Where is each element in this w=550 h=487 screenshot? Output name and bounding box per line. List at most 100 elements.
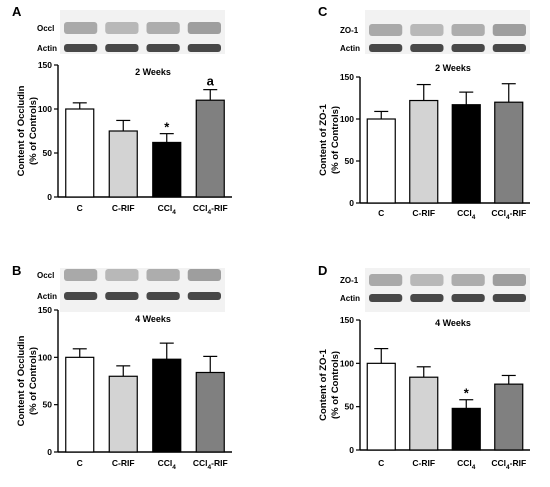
- category-label: C: [378, 208, 384, 218]
- y-tick-label: 0: [349, 198, 354, 208]
- panel-c: C ZO-1 Actin 0 50 100 150 Content of ZO-1(% of …: [318, 4, 530, 221]
- y-tick-label: 150: [38, 60, 52, 70]
- blot-band: [492, 44, 526, 52]
- bar-ccl4: [451, 104, 481, 204]
- category-label: CCl4: [457, 458, 476, 471]
- blot-label: Occl: [37, 271, 54, 280]
- blot-band: [451, 44, 485, 52]
- blot-band: [64, 269, 98, 281]
- panel-letter: C: [318, 4, 328, 19]
- blot-band: [64, 44, 98, 52]
- blot-band: [146, 44, 180, 52]
- blot-band: [410, 274, 444, 286]
- y-axis-label: Content of Occludin(% of Controls): [16, 85, 39, 176]
- bar-c-rif: [108, 130, 138, 198]
- y-tick-label: 0: [47, 192, 52, 202]
- blot-band: [187, 292, 221, 300]
- category-label: CCl4-RIF: [193, 203, 228, 216]
- y-tick-label: 100: [38, 352, 52, 362]
- y-tick-label: 50: [43, 148, 53, 158]
- category-label: C: [77, 458, 83, 468]
- bar-c-rif: [409, 99, 439, 204]
- category-label: C: [77, 203, 83, 213]
- category-label: C-RIF: [412, 458, 435, 468]
- chart-title: 4 Weeks: [435, 318, 471, 328]
- category-label: CCl4-RIF: [193, 458, 228, 471]
- bar-ccl4-rif: [494, 101, 524, 204]
- bar-ccl4: [152, 141, 182, 198]
- category-label: C-RIF: [112, 458, 135, 468]
- y-axis-label: Content of ZO-1(% of Controls): [318, 103, 341, 175]
- blot-band: [64, 22, 98, 34]
- blot-band: [105, 22, 139, 34]
- category-label: C: [378, 458, 384, 468]
- blot-label: Occl: [37, 24, 54, 33]
- significance-asterisk: *: [464, 386, 470, 401]
- blot-band: [105, 44, 139, 52]
- blot-band: [187, 44, 221, 52]
- blot-band: [451, 274, 485, 286]
- panel-b: B Occl Actin 0 50 100 150 Content of Occludin(%…: [12, 263, 232, 471]
- blot-band: [187, 22, 221, 34]
- blot-band: [146, 22, 180, 34]
- category-label: C-RIF: [412, 208, 435, 218]
- y-tick-label: 150: [340, 72, 354, 82]
- y-tick-label: 100: [340, 114, 354, 124]
- bar-c-rif: [108, 375, 138, 453]
- y-tick-label: 50: [345, 156, 355, 166]
- panel-a: A Occl Actin 0 50 100 150 Content of Occludin(%…: [12, 4, 232, 216]
- y-axis-label: Content of Occludin(% of Controls): [16, 335, 39, 426]
- bar-ccl4: [152, 358, 182, 453]
- chart-title: 4 Weeks: [135, 314, 171, 324]
- blot-band: [492, 24, 526, 36]
- bar-ccl4-rif: [195, 99, 225, 198]
- western-blot-image: [60, 268, 225, 312]
- bar-c: [366, 362, 396, 451]
- western-blot-image: [365, 268, 530, 312]
- bar-ccl4-rif: [494, 383, 524, 451]
- y-tick-label: 150: [38, 305, 52, 315]
- y-tick-label: 150: [340, 315, 354, 325]
- blot-label: Actin: [37, 292, 57, 301]
- blot-label: ZO-1: [340, 276, 359, 285]
- panel-d: D ZO-1 Actin 0 50 100 150 Content of ZO-1(% of …: [318, 263, 530, 471]
- panel-letter: A: [12, 4, 22, 19]
- blot-band: [146, 292, 180, 300]
- blot-band: [410, 44, 444, 52]
- category-label: C-RIF: [112, 203, 135, 213]
- category-label: CCl4: [158, 458, 177, 471]
- blot-band: [451, 294, 485, 302]
- category-label: CCl4-RIF: [491, 208, 526, 221]
- panel-letter: B: [12, 263, 21, 278]
- blot-label: Actin: [340, 44, 360, 53]
- panel-letter: D: [318, 263, 327, 278]
- chart-title: 2 Weeks: [135, 67, 171, 77]
- blot-band: [187, 269, 221, 281]
- category-label: CCl4: [158, 203, 177, 216]
- blot-band: [105, 292, 139, 300]
- bar-c: [65, 108, 95, 198]
- y-tick-label: 0: [47, 447, 52, 457]
- bar-c: [366, 118, 396, 204]
- blot-label: ZO-1: [340, 26, 359, 35]
- blot-band: [146, 269, 180, 281]
- y-tick-label: 50: [43, 400, 53, 410]
- blot-band: [105, 269, 139, 281]
- western-blot-image: [365, 10, 530, 54]
- western-blot-image: [60, 10, 225, 54]
- y-tick-label: 100: [38, 104, 52, 114]
- significance-asterisk: *: [164, 120, 170, 135]
- y-axis-label: Content of ZO-1(% of Controls): [318, 348, 341, 420]
- y-tick-label: 100: [340, 358, 354, 368]
- blot-band: [369, 294, 403, 302]
- blot-label: Actin: [37, 44, 57, 53]
- category-label: CCl4: [457, 208, 476, 221]
- bar-ccl4-rif: [195, 371, 225, 453]
- category-label: CCl4-RIF: [491, 458, 526, 471]
- blot-band: [492, 294, 526, 302]
- chart-title: 2 Weeks: [435, 63, 471, 73]
- blot-band: [451, 24, 485, 36]
- blot-band: [410, 24, 444, 36]
- blot-band: [369, 44, 403, 52]
